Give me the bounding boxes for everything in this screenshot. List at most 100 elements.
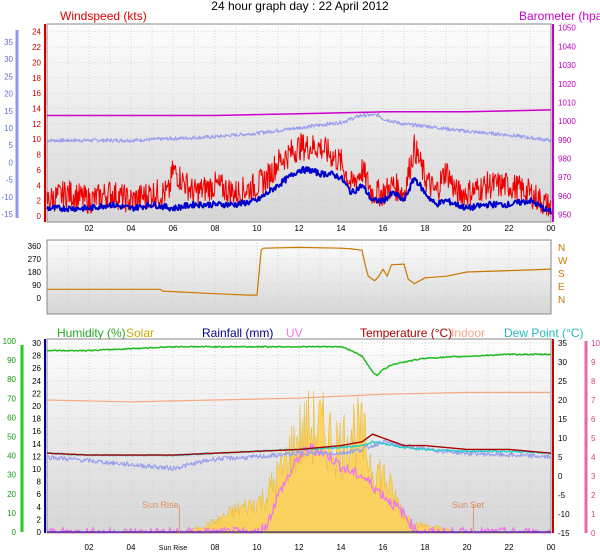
axis-right-p3-tick: -5 [558,491,566,500]
axis-outer-left-p3-tick: 30 [7,471,16,480]
axis-left-p3-tick: 30 [32,339,41,348]
axis-outer-left-p3-tick: 40 [7,452,16,461]
axis-right-p3-tick: 15 [558,415,567,424]
axis-outer-left-p3-tick: 80 [7,375,16,384]
series-windspeed-avg [46,165,552,215]
axis-outer-right-p3-tick: 6 [591,415,596,424]
axis-right-p3-tick: 30 [558,358,567,367]
axis-left-p3-tick: 24 [32,377,41,386]
axis-left-p2-tick: 270 [28,255,42,264]
axis-left-p3-tick: 10 [32,465,41,474]
axis-x-p1-tick: 08 [211,224,220,233]
axis-right-p1-tick: 1010 [558,98,576,107]
axis-outer-left-p1-tick: 25 [4,72,13,81]
axis-outer-right-p3-tick: 10 [591,339,600,348]
axis-right-p1-tick: 950 [558,211,572,220]
axis-left-p2-tick: 0 [37,294,42,303]
axis-x-p3-tick: Sun Rise [159,545,188,552]
axis-left-p3-tick: 22 [32,389,41,398]
axis-left-p2-tick: 90 [32,281,41,290]
axis-outer-left-p3-tick: 0 [12,528,17,537]
axis-outer-right-p3-tick: 1 [591,510,596,519]
axis-outer-left-p1-tick: -10 [1,193,13,202]
axis-right-p2-tick: W [558,256,568,267]
axis-left-p1-tick: 24 [32,28,41,37]
series-uv [46,442,551,534]
axis-left-p2-tick: 180 [28,268,42,277]
axis-left-p1-tick: 0 [37,212,42,221]
legend-solar: Solar [126,326,154,340]
axis-left-p1-tick: 20 [32,58,41,67]
axis-left-p3-tick: 6 [37,490,42,499]
axis-outer-right-p3-tick: 5 [591,434,596,443]
axis-x-p1-tick: 18 [421,224,430,233]
axis-left-p3-tick: 4 [37,503,42,512]
axis-left-p1-tick: 12 [32,120,41,129]
axis-outer-right-p3-tick: 9 [591,358,596,367]
legend-indoor: Indoor [451,326,485,340]
series-band-upper [46,112,552,143]
axis-x-p1-tick: 10 [253,224,262,233]
axis-right-p1-tick: 1000 [558,117,576,126]
axis-left-p3-tick: 20 [32,402,41,411]
axis-right-p1-tick: 990 [558,136,572,145]
axis-outer-left-p3-tick: 20 [7,490,16,499]
series-barometer [47,109,552,117]
series-temperature [46,433,552,456]
axis-left-p3-tick: 8 [37,478,42,487]
axis-x-p3-tick: 02 [85,543,94,552]
axis-right-p3-tick: -10 [558,510,570,519]
axis-x-p3-tick: 00 [547,543,556,552]
legend-barometer: Barometer (hpa) [519,9,600,23]
axis-left-p1-tick: 8 [37,151,42,160]
axis-outer-left-p1-tick: 35 [4,38,13,47]
legend-dewpoint: Dew Point (°C) [504,326,583,340]
axis-outer-left-p1-tick: 0 [9,158,14,167]
axis-outer-right-p3-tick: 4 [591,453,596,462]
axis-left-p3-tick: 12 [32,452,41,461]
axis-right-p3-tick: 0 [558,472,563,481]
axis-outer-left-p1-tick: 10 [4,124,13,133]
axis-right-p1-tick: 1020 [558,80,576,89]
legend-windspeed: Windspeed (kts) [60,9,147,23]
axis-right-p1-tick: 1050 [558,24,576,33]
axis-left-p3-tick: 28 [32,352,41,361]
axis-left-p3-tick: 26 [32,364,41,373]
legend-rainfall: Rainfall (mm) [202,326,273,340]
axis-x-p3-tick: 18 [421,543,430,552]
axis-right-p3-tick: 10 [558,434,567,443]
axis-left-p1-tick: 22 [32,43,41,52]
axis-x-p1-tick: 14 [337,224,346,233]
axis-left-p1-tick: 2 [37,197,42,206]
axis-x-p1-tick: 00 [547,224,556,233]
axis-right-p1-tick: 960 [558,192,572,201]
legend-uv: UV [286,326,303,340]
axis-outer-right-p3-tick: 3 [591,472,596,481]
axis-x-p1-tick: 16 [379,224,388,233]
axis-outer-right-p3-tick: 0 [591,529,596,538]
axis-outer-left-p1-tick: -15 [1,210,13,219]
annotation-sun-set: Sun Set [452,500,485,510]
axis-outer-left-p3-tick: 70 [7,394,16,403]
axis-outer-right-p3-tick: 7 [591,396,596,405]
axis-x-p3-tick: 16 [379,543,388,552]
axis-left-p3-tick: 0 [37,528,42,537]
axis-outer-left-p3-tick: 50 [7,433,16,442]
axis-x-p1-tick: 20 [463,224,472,233]
axis-x-p1-tick: 06 [169,224,178,233]
axis-left-p1-tick: 18 [32,74,41,83]
axis-outer-left-p3-tick: 10 [7,509,16,518]
axis-left-p3-tick: 14 [32,440,41,449]
axis-left-p1-tick: 6 [37,166,42,175]
axis-right-p1-tick: 980 [558,154,572,163]
axis-outer-left-p3-tick: 100 [3,337,17,346]
axis-left-p1-tick: 10 [32,135,41,144]
axis-x-p3-tick: 10 [253,543,262,552]
axis-x-p3-tick: 08 [211,543,220,552]
axis-outer-left-p1-tick: 5 [9,141,14,150]
axis-x-p1-tick: 04 [127,224,136,233]
axis-left-p1-tick: 4 [37,181,42,190]
axis-outer-right-p3-tick: 2 [591,491,596,500]
